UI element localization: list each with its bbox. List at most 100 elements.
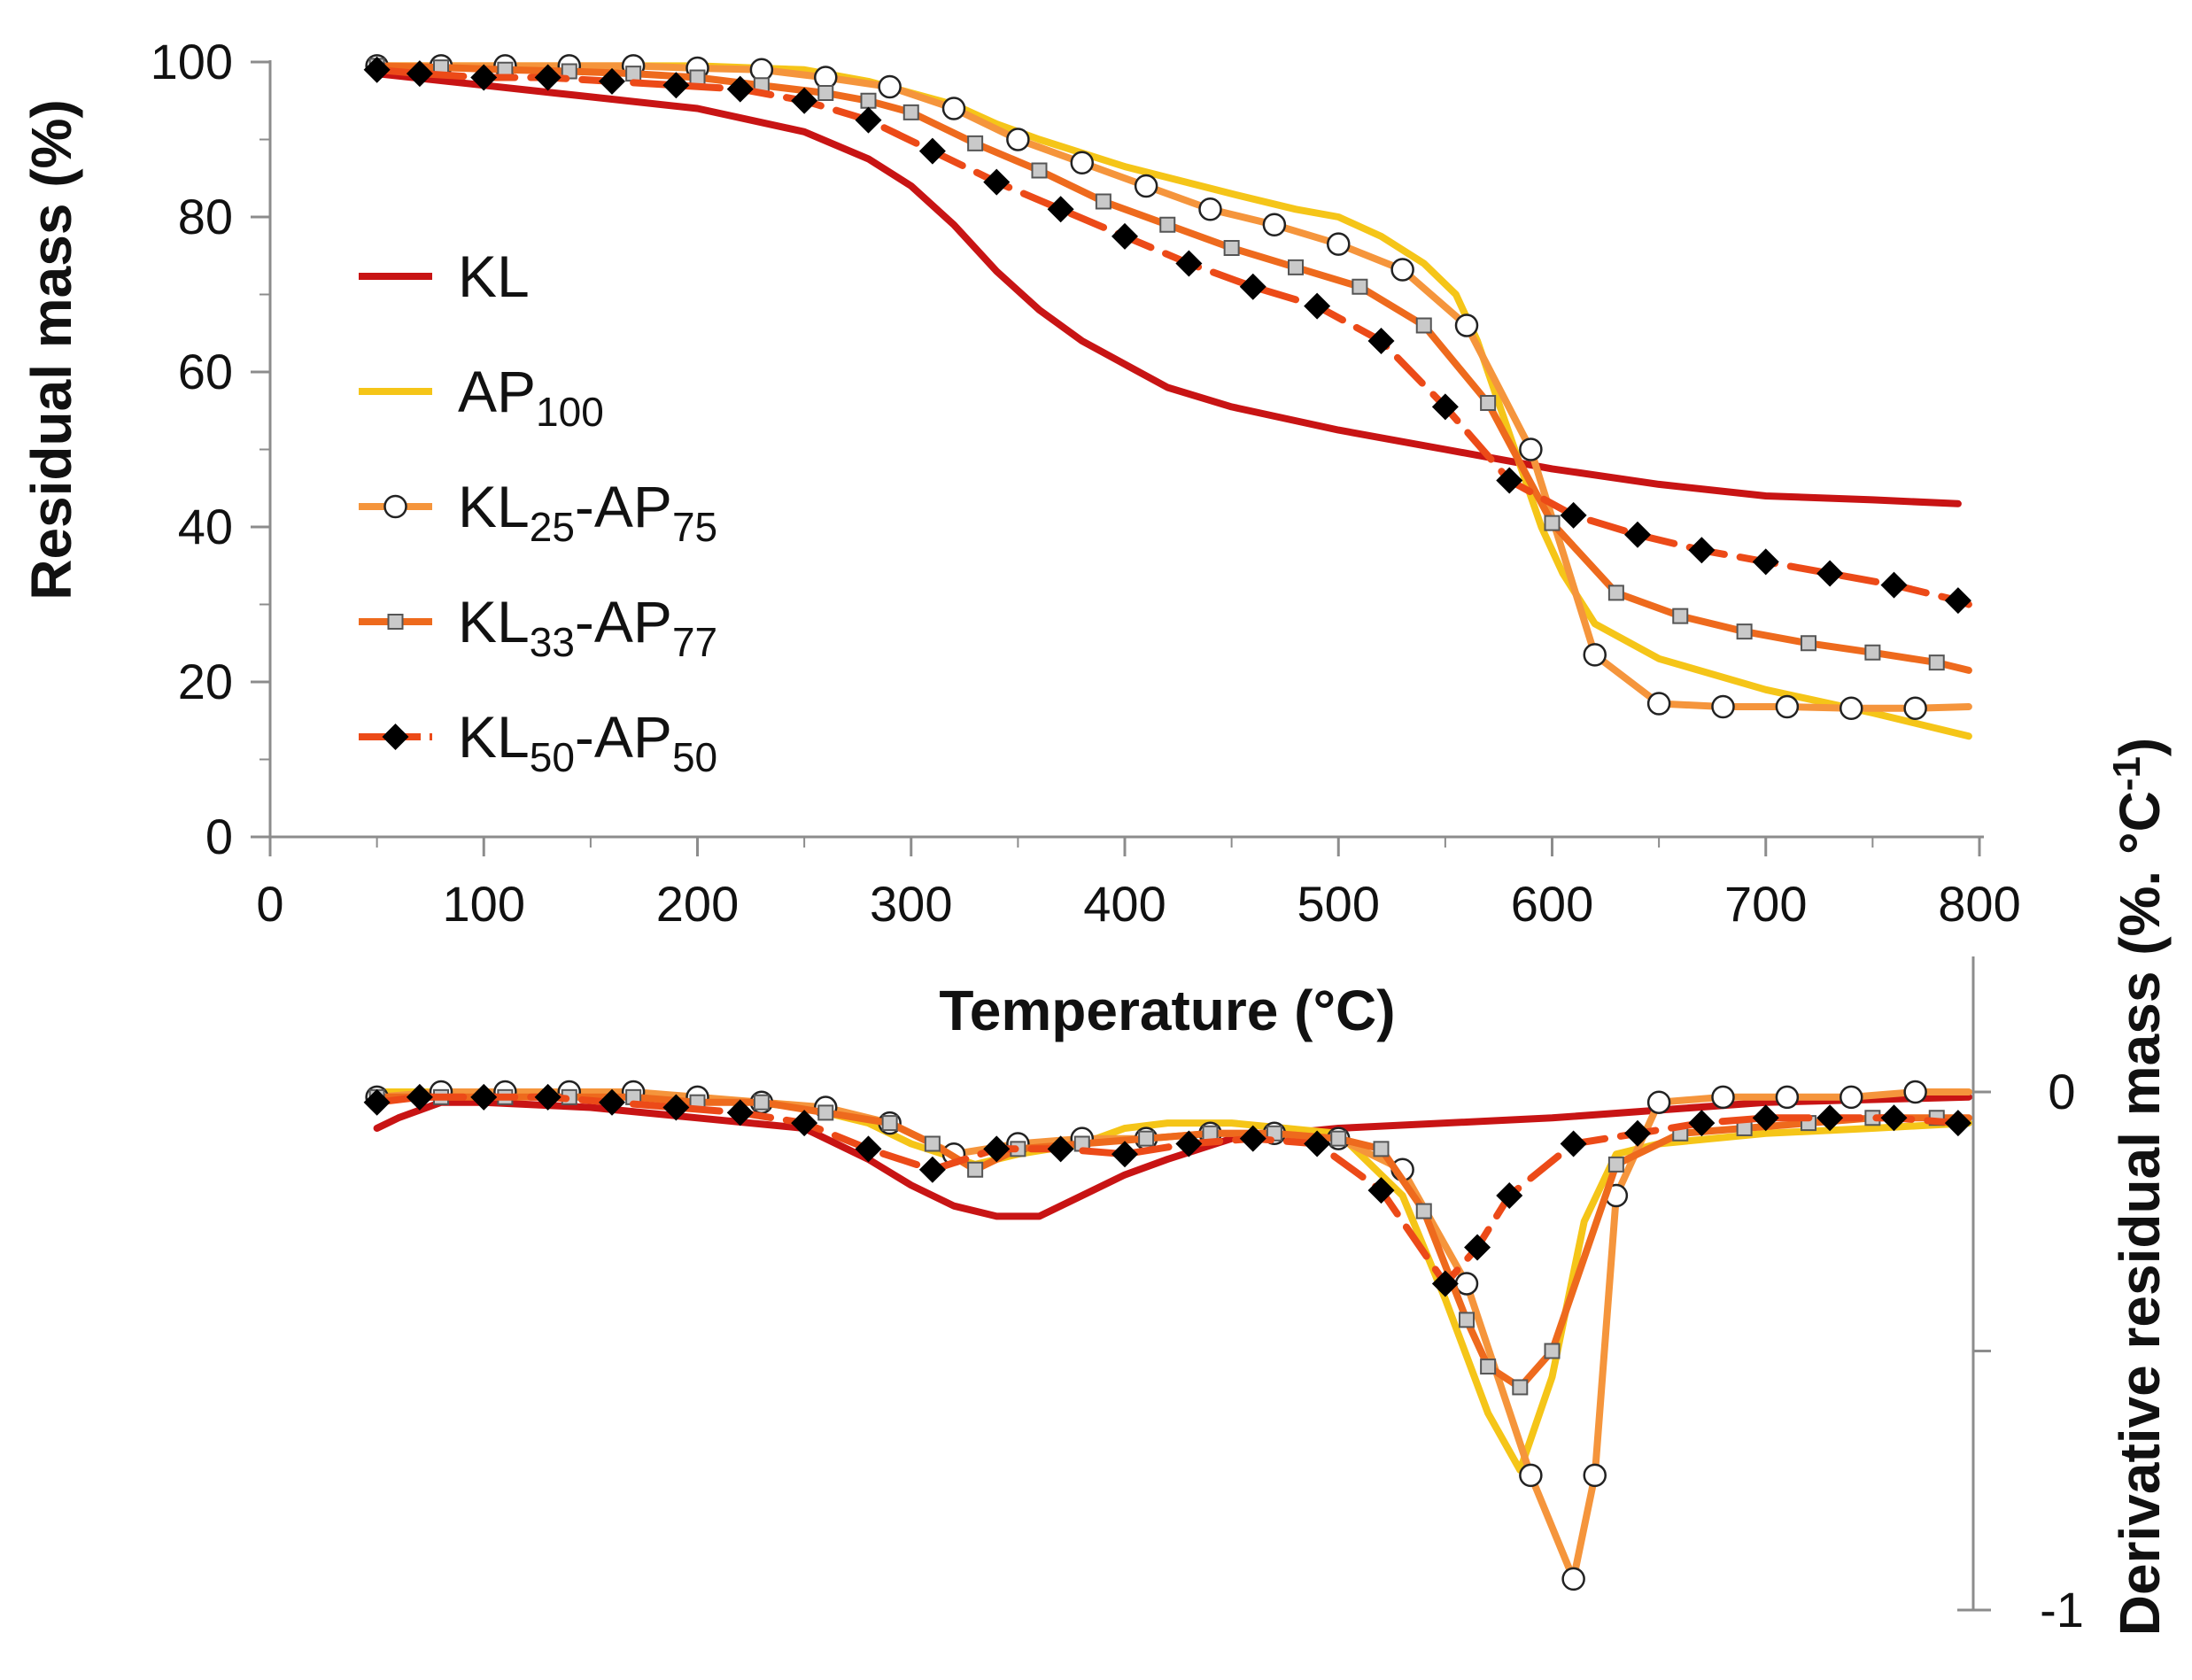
tga-point-kl25-ap75 xyxy=(1390,258,1414,282)
dtg-point-kl50-ap50 xyxy=(855,1135,882,1163)
tga-series-kl33-ap77 xyxy=(368,58,1972,674)
dtg-point-kl50-ap50 xyxy=(1688,1110,1716,1137)
tga-point-kl50-ap50 xyxy=(1175,250,1203,277)
tga-point-kl50-ap50 xyxy=(1047,196,1074,223)
tga-point-kl25-ap75 xyxy=(749,58,774,81)
legend-marker-swatch xyxy=(383,494,407,519)
tga-point-kl25-ap75 xyxy=(878,74,902,99)
tga-point-kl33-ap77 xyxy=(1480,395,1497,411)
tga-point-kl33-ap77 xyxy=(1288,259,1304,275)
tga-point-kl50-ap50 xyxy=(662,72,690,99)
legend-entry-kl: KL xyxy=(359,244,530,309)
tga-point-kl33-ap77 xyxy=(902,104,919,120)
tga-point-kl33-ap77 xyxy=(1223,240,1240,256)
dtg-point-kl50-ap50 xyxy=(534,1083,562,1111)
dtg-series-kl50-ap50 xyxy=(363,1083,1972,1297)
dtg-line-ap100 xyxy=(373,1088,1972,1474)
legend-marker-swatch xyxy=(387,614,404,630)
tga-point-kl50-ap50 xyxy=(983,168,1011,196)
tga-series-kl25-ap75 xyxy=(365,54,1972,720)
x-tick-label: 500 xyxy=(1297,876,1380,932)
tga-point-kl50-ap50 xyxy=(1367,328,1395,354)
tga-point-kl33-ap77 xyxy=(1031,162,1048,179)
tga-point-kl33-ap77 xyxy=(817,85,834,101)
dtg-point-kl33-ap77 xyxy=(1373,1141,1390,1157)
dtg-point-kl50-ap50 xyxy=(1111,1141,1138,1168)
dtg-line-kl25-ap75 xyxy=(373,1088,1972,1583)
tga-point-kl50-ap50 xyxy=(855,106,882,134)
dtg-point-kl50-ap50 xyxy=(726,1099,754,1126)
tga-point-kl33-ap77 xyxy=(625,66,642,82)
tga-series xyxy=(363,54,1972,740)
tga-y-tick-label: 60 xyxy=(178,344,233,399)
tga-point-kl50-ap50 xyxy=(534,64,562,91)
tga-point-kl25-ap75 xyxy=(1070,151,1094,174)
tga-point-kl50-ap50 xyxy=(1752,548,1779,576)
tga-point-kl33-ap77 xyxy=(1159,216,1176,233)
tga-point-kl25-ap75 xyxy=(1775,694,1800,719)
tga-point-kl50-ap50 xyxy=(1624,521,1651,548)
x-tick-label: 600 xyxy=(1511,876,1593,932)
tga-point-kl33-ap77 xyxy=(1801,635,1816,652)
tga-point-kl50-ap50 xyxy=(791,87,818,114)
dtg-y-axis-title: Derivative residual mass (%. °C-1) xyxy=(2105,738,2172,1636)
tga-point-kl33-ap77 xyxy=(1736,623,1753,640)
legend-marker-swatch xyxy=(382,724,409,750)
tga-point-kl33-ap77 xyxy=(1672,608,1689,624)
dtg-point-kl33-ap77 xyxy=(881,1115,898,1132)
dtg-point-kl33-ap77 xyxy=(1330,1130,1347,1147)
dtg-y-tick-label: -1 xyxy=(2040,1582,2084,1637)
legend-entry-kl25-ap75: KL25-AP75 xyxy=(359,474,717,550)
tga-point-kl25-ap75 xyxy=(1134,174,1158,198)
tga-point-kl50-ap50 xyxy=(363,56,391,83)
legend-label: KL25-AP75 xyxy=(458,474,717,550)
tga-point-kl25-ap75 xyxy=(1454,314,1479,337)
dtg-point-kl50-ap50 xyxy=(1752,1104,1779,1132)
dtg-point-kl50-ap50 xyxy=(1816,1104,1844,1132)
tga-point-kl25-ap75 xyxy=(1711,694,1735,719)
tga-series-kl50-ap50 xyxy=(363,56,1972,615)
tga-point-kl50-ap50 xyxy=(1688,537,1716,564)
tga-point-kl33-ap77 xyxy=(1095,193,1111,210)
dtg-point-kl50-ap50 xyxy=(599,1088,625,1116)
dtg-point-kl50-ap50 xyxy=(1464,1234,1491,1261)
tga-point-kl25-ap75 xyxy=(1903,696,1927,720)
legend: KL AP100 KL25-AP75 KL33-AP77 KL50-AP50 xyxy=(359,244,717,780)
dtg-point-kl25-ap75 xyxy=(1454,1272,1479,1296)
tga-point-kl50-ap50 xyxy=(918,137,946,165)
dtg-point-kl25-ap75 xyxy=(1840,1085,1863,1110)
dtg-series-ap100 xyxy=(373,1088,1972,1474)
legend-entry-kl50-ap50: KL50-AP50 xyxy=(359,704,717,780)
tga-point-kl50-ap50 xyxy=(1944,587,1971,615)
dtg-point-kl25-ap75 xyxy=(1775,1085,1800,1110)
dtg-point-kl33-ap77 xyxy=(1544,1343,1561,1359)
legend-entry-ap100: AP100 xyxy=(359,359,604,435)
dtg-point-kl33-ap77 xyxy=(924,1135,941,1152)
tga-point-kl50-ap50 xyxy=(470,64,498,91)
x-tick-label: 200 xyxy=(656,876,739,932)
dtg-point-kl33-ap77 xyxy=(817,1104,834,1121)
dtg-point-kl50-ap50 xyxy=(1880,1104,1908,1132)
x-tick-label: 100 xyxy=(443,876,525,932)
dtg-point-kl50-ap50 xyxy=(470,1083,498,1111)
dtg-line-kl33-ap77 xyxy=(373,1093,1972,1391)
dtg-point-kl50-ap50 xyxy=(662,1094,690,1121)
tga-point-kl50-ap50 xyxy=(1880,571,1908,599)
tga-y-axis-title: Residual mass (%) xyxy=(19,99,83,600)
tga-point-kl50-ap50 xyxy=(406,60,433,88)
tga-point-kl50-ap50 xyxy=(599,67,625,95)
dtg-point-kl50-ap50 xyxy=(1367,1177,1395,1204)
tga-point-kl50-ap50 xyxy=(1496,467,1523,494)
dtg-point-kl50-ap50 xyxy=(1496,1182,1523,1209)
dtg-point-kl50-ap50 xyxy=(918,1156,946,1183)
dtg-point-kl50-ap50 xyxy=(1239,1125,1266,1152)
dtg-point-kl50-ap50 xyxy=(406,1083,433,1111)
dtg-point-kl50-ap50 xyxy=(791,1110,818,1137)
legend-label: KL33-AP77 xyxy=(458,589,717,665)
tga-point-kl25-ap75 xyxy=(1198,197,1222,221)
x-tick-label: 0 xyxy=(256,876,283,932)
dtg-point-kl50-ap50 xyxy=(1431,1270,1459,1297)
tga-point-kl50-ap50 xyxy=(1431,393,1459,421)
x-tick-label: 700 xyxy=(1724,876,1807,932)
x-tick-label: 300 xyxy=(870,876,952,932)
